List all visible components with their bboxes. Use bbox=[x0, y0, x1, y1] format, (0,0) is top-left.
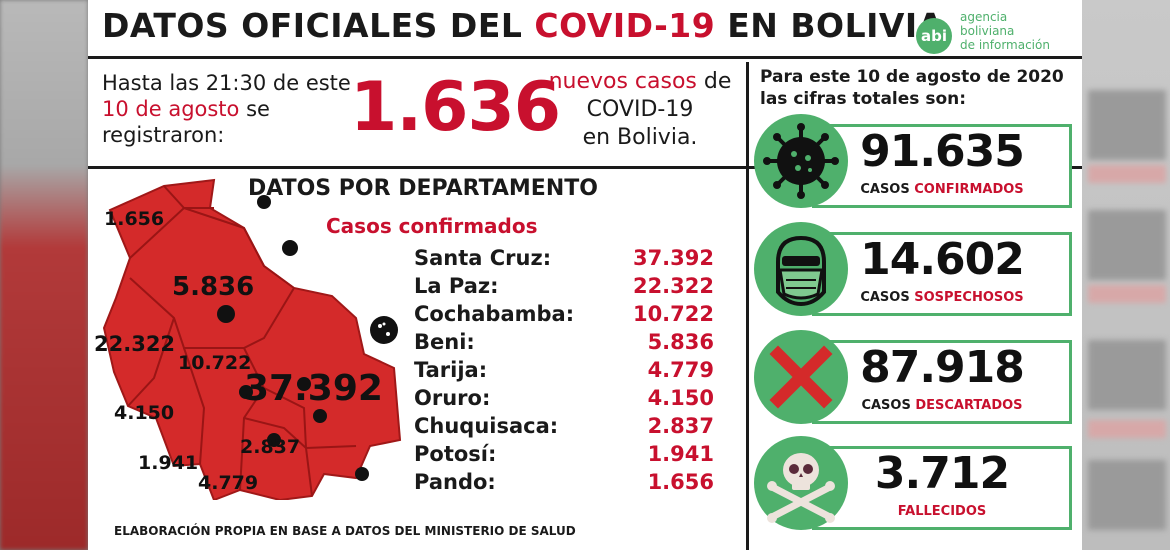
map-label-potosi: 1.941 bbox=[138, 452, 199, 474]
list-item: La Paz: 22.322 bbox=[414, 274, 714, 298]
stat-number: 14.602 bbox=[860, 234, 1025, 285]
abi-logo: abi agencia boliviana de información bbox=[916, 8, 1076, 54]
list-item: Cochabamba: 10.722 bbox=[414, 302, 714, 326]
divider bbox=[88, 166, 746, 169]
mask-icon bbox=[754, 222, 848, 316]
stat-suspected: 14.602 CASOS SOSPECHOSOS bbox=[754, 222, 1076, 316]
new-cases-number: 1.636 bbox=[350, 68, 561, 147]
divider bbox=[746, 62, 749, 550]
department-list: Santa Cruz: 37.392 La Paz: 22.322 Cochabam… bbox=[414, 246, 714, 498]
list-item: Oruro: 4.150 bbox=[414, 386, 714, 410]
map-label-tarija: 4.779 bbox=[198, 472, 259, 494]
blurred-background-right bbox=[1082, 0, 1170, 550]
map-label-pando: 1.656 bbox=[104, 208, 165, 230]
stat-number: 91.635 bbox=[860, 126, 1025, 177]
new-cases-text: nuevos casos de COVID-19 en Bolivia. bbox=[548, 69, 732, 150]
list-item: Pando: 1.656 bbox=[414, 470, 714, 494]
skull-icon bbox=[754, 436, 848, 530]
stat-deceased: 3.712 FALLECIDOS bbox=[754, 436, 1076, 530]
blurred-background-left bbox=[0, 0, 88, 550]
stat-box bbox=[812, 124, 1072, 208]
logo-mark: abi bbox=[916, 18, 952, 54]
infographic: DATOS OFICIALES DEL COVID-19 EN BOLIVIA … bbox=[88, 0, 1082, 550]
list-item: Potosí: 1.941 bbox=[414, 442, 714, 466]
stat-discarded: 87.918 CASOS DESCARTADOS bbox=[754, 330, 1076, 424]
stat-confirmed: 91.635 CASOS CONFIRMADOS bbox=[754, 114, 1076, 208]
confirmed-subtitle: Casos confirmados bbox=[326, 214, 538, 238]
map-label-chuquisaca: 2.837 bbox=[240, 436, 301, 458]
stat-number: 3.712 bbox=[874, 448, 1010, 499]
map-label-beni: 5.836 bbox=[172, 272, 255, 302]
list-item: Santa Cruz: 37.392 bbox=[414, 246, 714, 270]
source-note: ELABORACIÓN PROPIA EN BASE A DATOS DEL M… bbox=[114, 524, 576, 538]
stat-label: CASOS SOSPECHOSOS bbox=[860, 290, 1024, 305]
stat-box bbox=[812, 446, 1072, 530]
logo-text: agencia boliviana de información bbox=[960, 10, 1050, 52]
list-item: Beni: 5.836 bbox=[414, 330, 714, 354]
cross-icon bbox=[754, 330, 848, 424]
map-label-oruro: 4.150 bbox=[114, 402, 175, 424]
department-title: DATOS POR DEPARTAMENTO bbox=[248, 176, 598, 201]
map-label-lapaz: 22.322 bbox=[94, 332, 176, 356]
stat-label: FALLECIDOS bbox=[897, 504, 987, 519]
virus-icon bbox=[754, 114, 848, 208]
stat-label: CASOS CONFIRMADOS bbox=[860, 182, 1024, 197]
stat-label: CASOS DESCARTADOS bbox=[861, 398, 1023, 413]
map-label-cochabamba: 10.722 bbox=[178, 352, 252, 374]
map-shape bbox=[102, 178, 402, 502]
list-item: Tarija: 4.779 bbox=[414, 358, 714, 382]
page-title: DATOS OFICIALES DEL COVID-19 EN BOLIVIA bbox=[102, 6, 944, 45]
stat-number: 87.918 bbox=[860, 342, 1025, 393]
totals-heading: Para este 10 de agosto de 2020 las cifra… bbox=[760, 67, 1064, 109]
bolivia-map: 1.656 5.836 22.322 10.722 37.392 4.150 2… bbox=[94, 178, 404, 502]
map-label-santacruz: 37.392 bbox=[244, 368, 383, 409]
list-item: Chuquisaca: 2.837 bbox=[414, 414, 714, 438]
intro-text: Hasta las 21:30 de este 10 de agosto se … bbox=[102, 71, 351, 147]
stat-box bbox=[812, 232, 1072, 316]
divider bbox=[88, 56, 1082, 59]
stat-box bbox=[812, 340, 1072, 424]
